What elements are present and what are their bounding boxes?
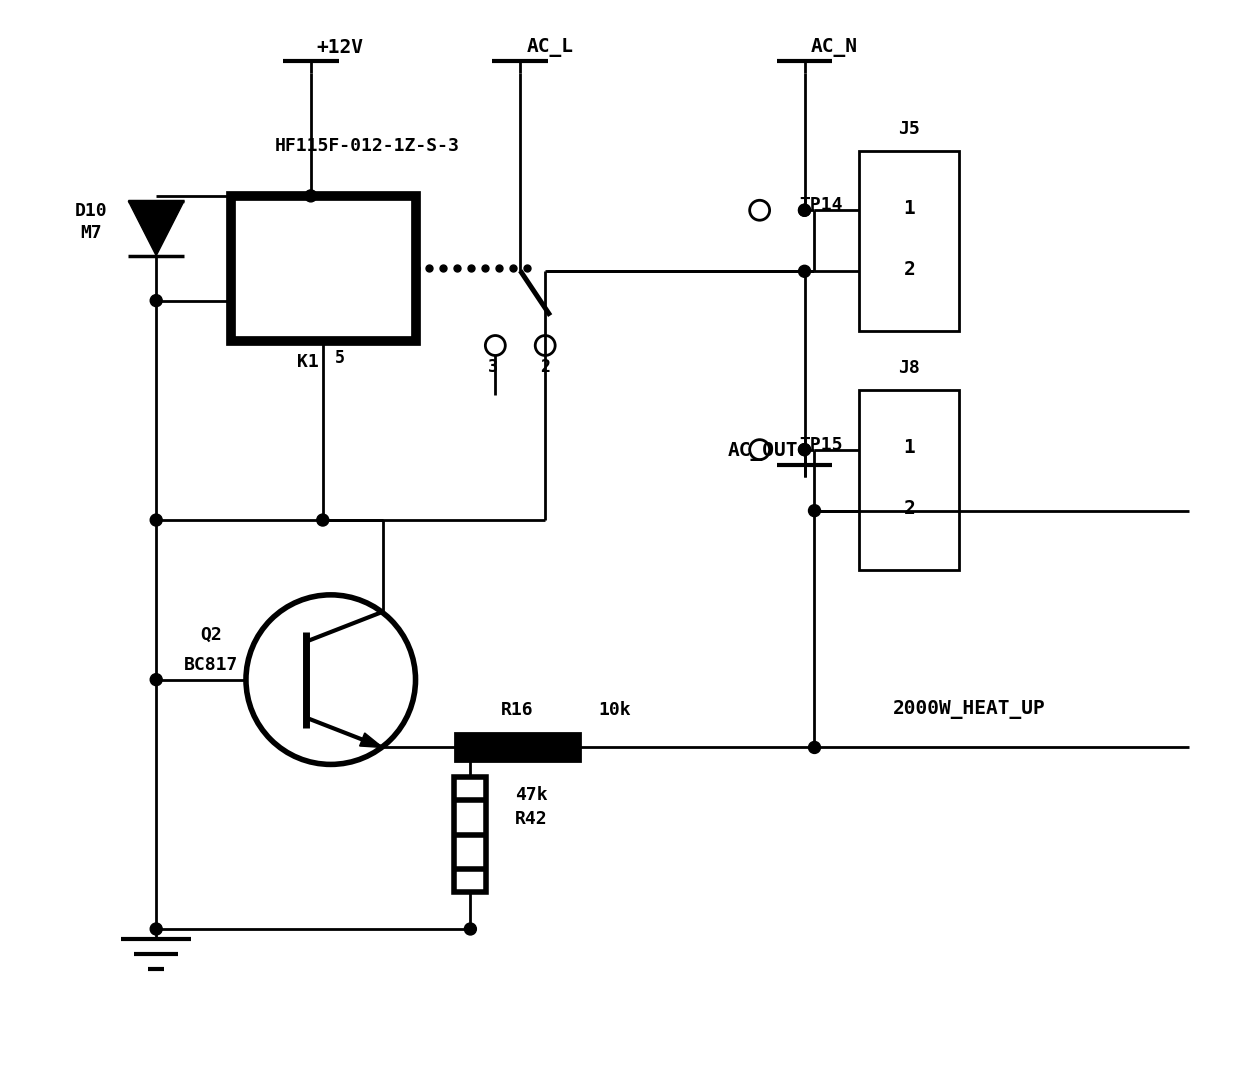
Text: 3: 3 xyxy=(489,359,498,377)
Text: 10k: 10k xyxy=(599,700,631,718)
Circle shape xyxy=(465,923,476,935)
Bar xyxy=(455,733,580,761)
Circle shape xyxy=(150,295,162,307)
Text: 5: 5 xyxy=(335,349,345,367)
Text: J8: J8 xyxy=(898,360,920,377)
Bar xyxy=(859,390,959,570)
Text: BC817: BC817 xyxy=(184,656,238,674)
Circle shape xyxy=(808,741,821,754)
Text: 2000W_HEAT_UP: 2000W_HEAT_UP xyxy=(893,700,1045,719)
Circle shape xyxy=(150,514,162,526)
Text: D10: D10 xyxy=(76,201,108,220)
Text: 2: 2 xyxy=(904,499,915,518)
Text: K1: K1 xyxy=(296,353,319,372)
Circle shape xyxy=(150,923,162,935)
Text: 2: 2 xyxy=(904,260,915,279)
Text: R16: R16 xyxy=(501,700,533,718)
Text: Q2: Q2 xyxy=(200,626,222,644)
Text: +12V: +12V xyxy=(316,38,363,57)
Circle shape xyxy=(150,673,162,686)
Text: M7: M7 xyxy=(81,224,102,242)
Text: AC_OUT: AC_OUT xyxy=(728,442,799,461)
Circle shape xyxy=(799,265,811,277)
Text: 1: 1 xyxy=(904,199,915,218)
Text: R42: R42 xyxy=(516,810,548,828)
Polygon shape xyxy=(128,201,184,255)
Circle shape xyxy=(316,514,329,526)
Circle shape xyxy=(799,205,811,216)
Text: AC_N: AC_N xyxy=(811,38,858,57)
Polygon shape xyxy=(360,733,383,747)
Circle shape xyxy=(465,741,476,754)
Circle shape xyxy=(799,205,811,216)
Text: AC_L: AC_L xyxy=(526,38,573,57)
Bar xyxy=(859,151,959,331)
Text: HF115F-012-1Z-S-3: HF115F-012-1Z-S-3 xyxy=(275,137,460,155)
Text: 1: 1 xyxy=(904,438,915,457)
Circle shape xyxy=(799,444,811,456)
Circle shape xyxy=(808,505,821,517)
Bar xyxy=(231,196,415,340)
Circle shape xyxy=(305,190,316,201)
Text: 47k: 47k xyxy=(516,786,548,805)
Circle shape xyxy=(799,444,811,456)
Text: J5: J5 xyxy=(898,120,920,138)
Text: TP14: TP14 xyxy=(800,196,843,214)
Text: TP15: TP15 xyxy=(800,435,843,453)
Bar xyxy=(454,778,486,892)
Text: 2: 2 xyxy=(541,359,551,377)
